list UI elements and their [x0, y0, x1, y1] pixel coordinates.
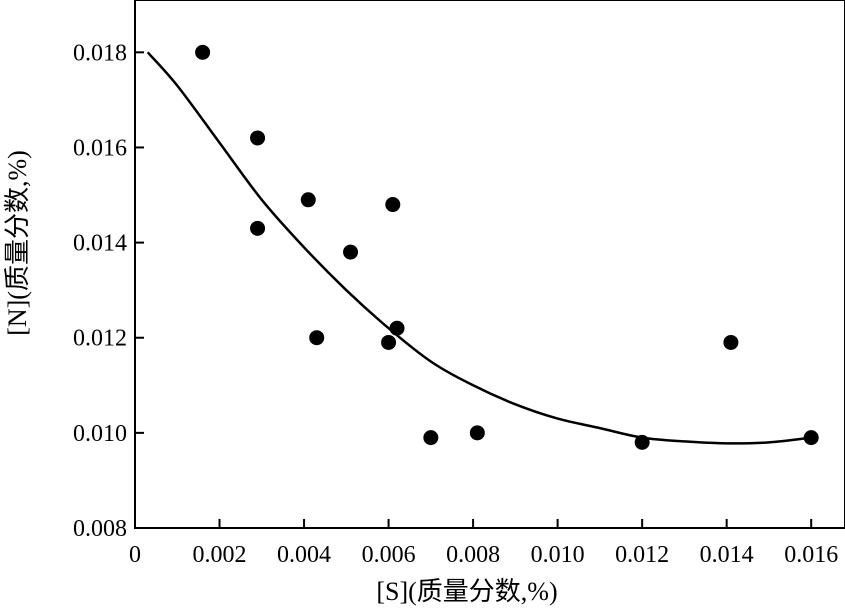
- data-point: [423, 430, 439, 446]
- y-axis-title: [N](质量分数,%): [3, 150, 32, 336]
- x-tick-label: 0.014: [700, 542, 754, 568]
- y-axis-ticks: 0.008 0.010 0.012 0.014 0.016 0.018: [73, 40, 144, 542]
- fit-curve-line: [146, 51, 812, 445]
- data-point: [250, 220, 266, 236]
- y-tick-label: 0.014: [73, 231, 127, 257]
- data-point: [300, 192, 316, 208]
- data-point: [634, 434, 650, 450]
- y-tick-label: 0.010: [73, 421, 127, 447]
- y-tick-label: 0.016: [73, 135, 127, 161]
- data-point: [381, 334, 397, 350]
- data-points: [195, 44, 819, 450]
- data-point: [803, 430, 819, 446]
- plot-frame: [134, 0, 845, 529]
- x-tick-label: 0.004: [277, 542, 331, 568]
- x-axis-title: [S](质量分数,%): [376, 577, 557, 606]
- x-tick-label: 0.006: [362, 542, 416, 568]
- data-point: [195, 44, 211, 60]
- data-point: [250, 130, 266, 146]
- y-tick-label: 0.012: [73, 326, 127, 352]
- x-tick-label: 0: [129, 542, 141, 568]
- data-point: [343, 244, 359, 260]
- x-tick-label: 0.002: [193, 542, 247, 568]
- y-tick-label: 0.008: [73, 516, 127, 542]
- data-point: [469, 425, 485, 441]
- x-tick-label: 0.010: [531, 542, 585, 568]
- data-point: [723, 334, 739, 350]
- x-tick-label: 0.008: [446, 542, 500, 568]
- data-point: [385, 197, 401, 213]
- x-tick-label: 0.012: [615, 542, 669, 568]
- x-tick-label: 0.016: [784, 542, 838, 568]
- y-tick-label: 0.018: [73, 40, 127, 66]
- data-point: [309, 330, 325, 346]
- x-axis-ticks: 0 0.002 0.004 0.006 0.008 0.010 0.012 0.014 0.01…: [129, 519, 838, 568]
- data-point: [389, 320, 405, 336]
